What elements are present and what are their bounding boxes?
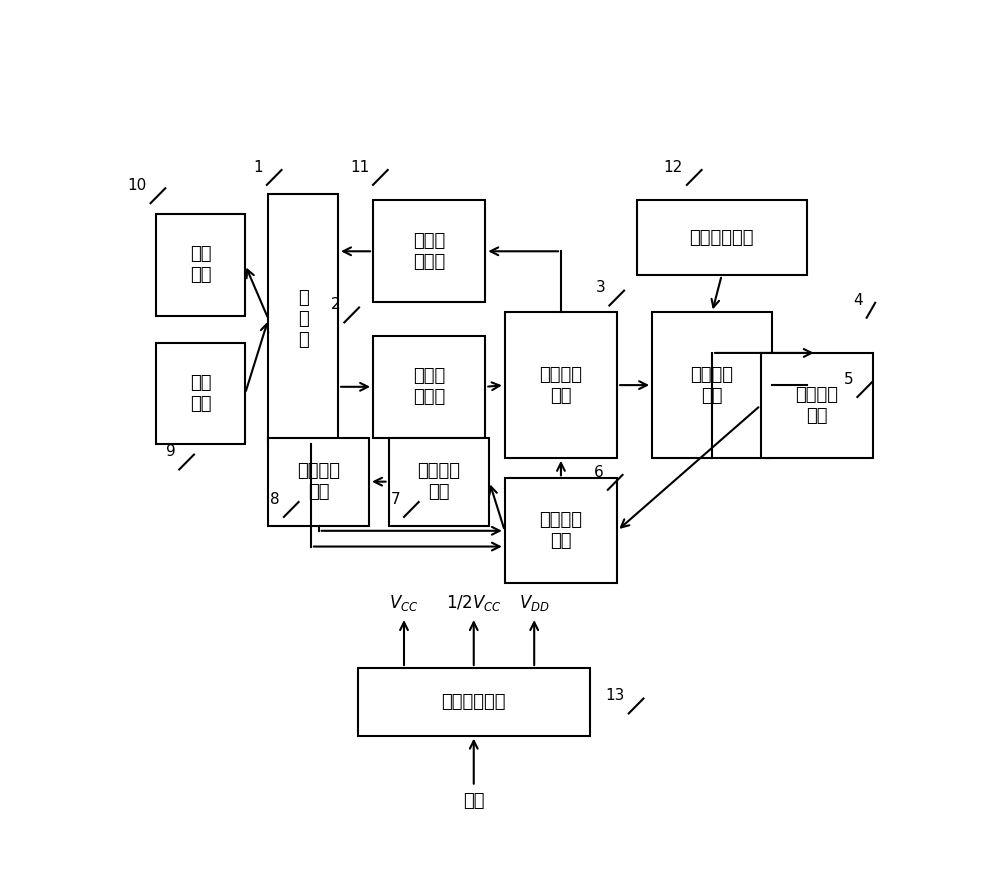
Text: 模数转
换模块: 模数转 换模块 — [413, 232, 445, 271]
Text: 电源管理模块: 电源管理模块 — [441, 693, 506, 711]
Bar — [637, 201, 807, 275]
Text: 11: 11 — [350, 159, 369, 175]
Bar — [268, 194, 338, 444]
Text: 6: 6 — [594, 465, 604, 480]
Text: 电压跟踪
模块: 电压跟踪 模块 — [539, 511, 582, 550]
Bar — [505, 312, 617, 458]
Text: 7: 7 — [390, 492, 400, 507]
Text: 2: 2 — [331, 297, 340, 312]
Text: 显示
模块: 显示 模块 — [190, 246, 211, 284]
Text: 13: 13 — [606, 688, 625, 703]
Text: 5: 5 — [844, 372, 854, 387]
Bar — [652, 312, 772, 458]
Text: 断电保护
模块: 断电保护 模块 — [297, 462, 340, 501]
Bar — [388, 437, 489, 525]
Text: 市电: 市电 — [463, 792, 484, 810]
Text: 单
片
机: 单 片 机 — [298, 290, 309, 348]
Text: 8: 8 — [270, 492, 280, 507]
Text: $V_{DD}$: $V_{DD}$ — [519, 593, 550, 613]
Bar — [761, 353, 873, 458]
Text: 12: 12 — [664, 159, 683, 175]
Text: 功率输出
模块: 功率输出 模块 — [539, 366, 582, 405]
Text: 参考电压模块: 参考电压模块 — [690, 229, 754, 246]
Text: 负载判断
模块: 负载判断 模块 — [691, 366, 734, 405]
Text: 输入
模块: 输入 模块 — [190, 374, 211, 413]
Bar — [358, 668, 590, 736]
Bar — [373, 336, 485, 437]
Text: 数模转
换模块: 数模转 换模块 — [413, 368, 445, 407]
Text: 1: 1 — [253, 159, 263, 175]
Text: 9: 9 — [166, 444, 175, 459]
Bar — [156, 342, 245, 444]
Bar — [373, 201, 485, 302]
Text: $1/2V_{CC}$: $1/2V_{CC}$ — [446, 593, 502, 613]
Text: 4: 4 — [853, 292, 863, 307]
Text: 延时补偿
模块: 延时补偿 模块 — [795, 386, 838, 425]
Text: $V_{CC}$: $V_{CC}$ — [389, 593, 419, 613]
Bar — [268, 437, 369, 525]
Text: 10: 10 — [127, 178, 147, 193]
Bar — [505, 479, 617, 583]
Text: 3: 3 — [596, 281, 606, 296]
Text: 过流判断
模块: 过流判断 模块 — [417, 462, 460, 501]
Bar — [156, 214, 245, 316]
